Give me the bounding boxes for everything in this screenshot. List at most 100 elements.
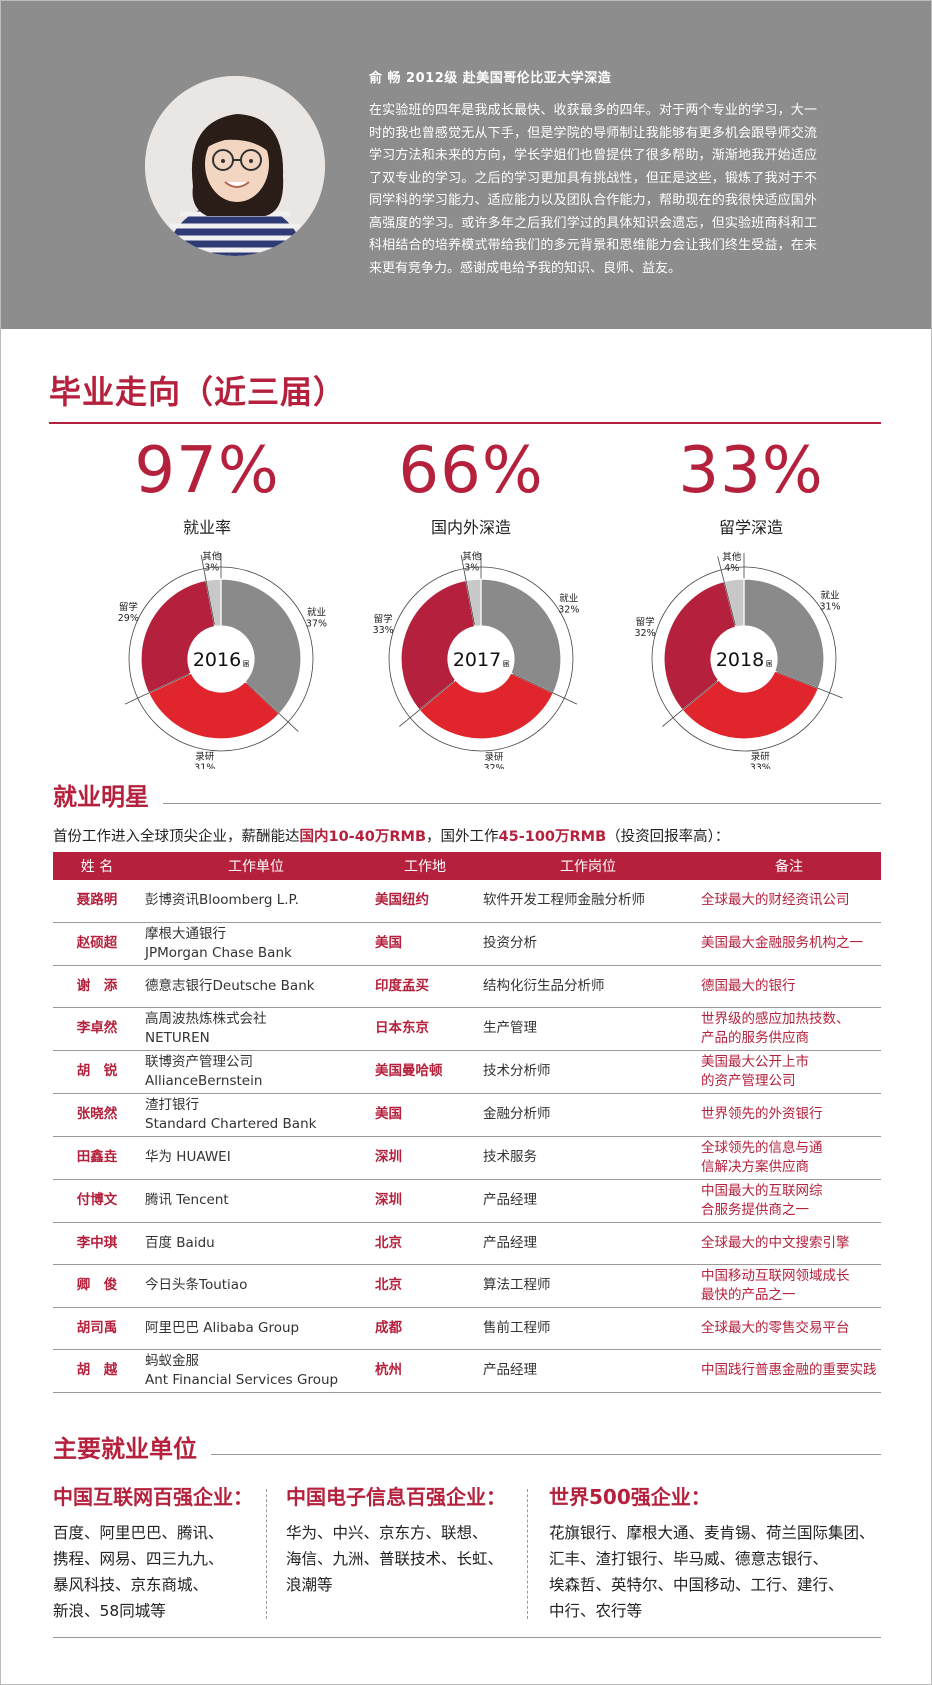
row-company: 百度 Baidu [141, 1222, 371, 1265]
donut-slice-value: 3% [464, 562, 479, 573]
donut-center-unit: 届 [503, 660, 510, 668]
donut-tick-2 [399, 681, 455, 727]
row-company: 联博资产管理公司 AllianceBernstein [141, 1050, 371, 1094]
donut-slice-2 [140, 579, 216, 694]
row-name: 卿 俊 [53, 1264, 141, 1308]
employer-group-title: 世界500强企业： [549, 1485, 711, 1509]
table-row: 胡 锐联博资产管理公司 AllianceBernstein 美国曼哈顿 技术分析师美… [53, 1050, 881, 1094]
row-name: 田鑫垚 [53, 1136, 141, 1180]
donut-slice-label: 就业 [307, 607, 326, 619]
student-photo-illustration [145, 76, 325, 256]
donut-hole [449, 627, 513, 691]
row-note: 全球最大的零售交易平台 [697, 1307, 881, 1350]
row-company: 渣打银行 Standard Chartered Bank [141, 1093, 371, 1137]
donut-slice-label: 其他 [462, 550, 482, 562]
stat-label-employment: 就业率 [182, 518, 231, 537]
row-note: 德国最大的银行 [697, 965, 881, 1008]
donut-slice-label: 就业 [559, 592, 578, 604]
intro-text-c: ，国外工作 [426, 829, 499, 845]
row-note: 中国最大的互联网综 合服务提供商之一 [697, 1179, 881, 1223]
table-row: 李中琪 百度 Baidu 北京 产品经理 全球最大的中文搜索引擎 [53, 1222, 881, 1265]
table-row: 胡 越蚂蚁金服 Ant Financial Services Group 杭州 产品… [53, 1349, 881, 1393]
table-row: 胡司禹 阿里巴巴 Alibaba Group 成都 售前工程师 全球最大的零售交易平台 [53, 1307, 881, 1350]
donut-slice-value: 32% [483, 763, 504, 769]
donut-slice-1 [418, 672, 555, 740]
donut-slice-label: 留学 [636, 616, 655, 628]
row-job: 金融分析师 [479, 1093, 697, 1137]
employers-divider [211, 1454, 881, 1455]
donut-slice-value: 33% [750, 763, 771, 769]
row-company: 德意志银行Deutsche Bank [141, 965, 371, 1008]
row-name: 李中琪 [53, 1222, 141, 1265]
row-note: 美国最大金融服务机构之一 [697, 922, 881, 966]
intro-text-e: （投资回报率高）： [606, 829, 730, 845]
donut-slice-value: 29% [118, 613, 139, 624]
table-header-row: 姓 名 工作单位 工作地 工作岗位 备注 [53, 852, 881, 880]
row-name: 张晓然 [53, 1093, 141, 1137]
column-separator [527, 1489, 528, 1619]
stat-value-further-study: 66% [398, 434, 544, 508]
employers-title: 主要就业单位 [53, 1435, 197, 1463]
stars-title: 就业明星 [53, 783, 149, 811]
donut-slice-label: 留学 [119, 601, 138, 613]
header-note: 备注 [697, 852, 881, 880]
row-job: 产品经理 [479, 1349, 697, 1393]
row-job: 产品经理 [479, 1179, 697, 1223]
row-company: 彭博资讯Bloomberg L.P. [141, 880, 371, 923]
row-name: 胡司禹 [53, 1307, 141, 1350]
header-job: 工作岗位 [479, 852, 697, 880]
stars-table: 姓 名 工作单位 工作地 工作岗位 备注 聂路明 彭博资讯Bloomberg L.… [53, 852, 881, 1393]
employer-group-list: 华为、中兴、京东方、联想、 海信、九洲、普联技术、长虹、 浪潮等 [286, 1524, 504, 1594]
table-row: 李卓然 高周波热炼株式会社 NETUREN 日本东京 生产管理 世界级的感应加热技数、 … [53, 1007, 881, 1051]
donut-slice-value: 4% [724, 563, 739, 574]
donut-slice-1 [681, 670, 820, 740]
stat-label-study-abroad: 留学深造 [718, 518, 783, 537]
stars-table-body: 聂路明 彭博资讯Bloomberg L.P. 美国纽约 软件开发工程师金融分析师 全球最… [53, 880, 881, 1393]
donut-slice-0 [220, 578, 302, 715]
donut-slice-label: 录研 [195, 752, 215, 763]
row-company: 阿里巴巴 Alibaba Group [141, 1307, 371, 1350]
row-job: 技术服务 [479, 1136, 697, 1180]
donut-slice-label: 录研 [751, 752, 771, 763]
row-name: 谢 添 [53, 965, 141, 1008]
table-row: 卿 俊今日头条Toutiao 北京 算法工程师 中国移动互联网领域成长 最快的产品之一 [53, 1264, 881, 1308]
row-location: 杭州 [371, 1349, 479, 1393]
table-row: 谢 添德意志银行Deutsche Bank 印度孟买 结构化衍生品分析师 德国最大的银… [53, 965, 881, 1008]
stat-label-further-study: 国内外深造 [430, 518, 511, 537]
row-name: 胡 越 [53, 1349, 141, 1393]
row-company: 高周波热炼株式会社 NETUREN [141, 1007, 371, 1051]
intro-overseas-salary: 45-100万RMB [498, 829, 607, 845]
stars-divider [163, 803, 881, 804]
destination-title: 毕业走向（近三届） [49, 373, 347, 411]
donut-tick-3 [200, 554, 215, 625]
donut-slice-1 [147, 672, 281, 740]
donut-slice-label: 其他 [722, 551, 742, 563]
row-company: 蚂蚁金服 Ant Financial Services Group [141, 1349, 371, 1393]
row-location: 北京 [371, 1264, 479, 1308]
donut-slice-3 [205, 578, 222, 628]
row-company: 华为 HUAWEI [141, 1136, 371, 1180]
employer-group-internet: 中国互联网百强企业： 百度、阿里巴巴、腾讯、 携程、网易、四三九九、 暴风科技、… [53, 1481, 273, 1624]
profile-title: 俞 畅 2012级 赴美国哥伦比亚大学深造 [369, 71, 612, 86]
row-company: 今日头条Toutiao [141, 1264, 371, 1308]
donut-center-unit: 届 [766, 660, 773, 668]
row-note: 全球最大的财经资讯公司 [697, 880, 881, 923]
table-row: 付博文 腾讯 Tencent 深圳 产品经理 中国最大的互联网综 合服务提供商之一 [53, 1179, 881, 1223]
stars-intro: 首份工作进入全球顶尖企业，薪酬能达国内10-40万RMB，国外工作45-100万… [53, 825, 729, 846]
row-job: 售前工程师 [479, 1307, 697, 1350]
row-location: 成都 [371, 1307, 479, 1350]
row-note: 美国最大公开上市 的资产管理公司 [697, 1050, 881, 1094]
column-separator [266, 1489, 267, 1619]
row-name: 李卓然 [53, 1007, 141, 1051]
row-job: 投资分析 [479, 922, 697, 966]
row-note: 全球领先的信息与通 信解决方案供应商 [697, 1136, 881, 1180]
row-company: 腾讯 Tencent [141, 1179, 371, 1223]
profile-photo [145, 76, 325, 256]
donut-center-year: 2018 [716, 649, 764, 671]
row-job: 技术分析师 [479, 1050, 697, 1094]
donut-center-year: 2016 [193, 649, 241, 671]
employer-group-title: 中国电子信息百强企业： [286, 1485, 506, 1509]
row-location: 深圳 [371, 1136, 479, 1180]
